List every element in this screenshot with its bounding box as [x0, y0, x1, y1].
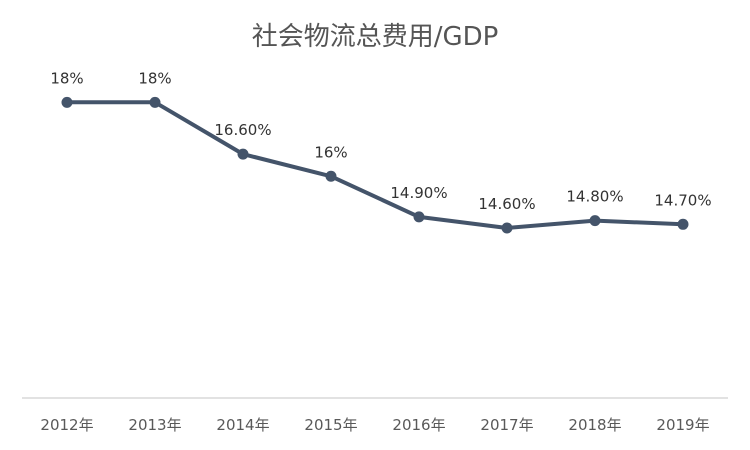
data-label: 16.60%: [214, 121, 271, 139]
data-point: [413, 211, 425, 223]
data-label: 14.60%: [478, 195, 535, 213]
data-label: 14.70%: [654, 191, 711, 209]
chart-title: 社会物流总费用/GDP: [252, 22, 499, 52]
data-label: 16%: [314, 143, 347, 161]
data-point: [589, 215, 601, 227]
x-tick-label: 2014年: [216, 416, 269, 434]
x-tick-label: 2018年: [568, 416, 621, 434]
x-tick-label: 2013年: [128, 416, 181, 434]
data-point: [325, 170, 337, 182]
data-label: 14.80%: [566, 188, 623, 206]
x-tick-label: 2016年: [392, 416, 445, 434]
data-point: [149, 96, 161, 108]
data-point: [677, 218, 689, 230]
series-line: [65, 100, 685, 230]
data-point: [501, 222, 513, 234]
data-labels: 18% 18% 16.60% 16% 14.90% 14.60% 14.80% 14.70%: [50, 69, 711, 213]
x-tick-label: 2015年: [304, 416, 357, 434]
x-tick-labels: 2012年 2013年 2014年 2015年 2016年 2017年 2018年 2019年: [40, 416, 709, 434]
x-tick-label: 2019年: [656, 416, 709, 434]
data-label: 18%: [50, 69, 83, 87]
series-layer: [61, 96, 689, 234]
x-tick-label: 2017年: [480, 416, 533, 434]
data-label: 14.90%: [390, 184, 447, 202]
data-point: [237, 148, 249, 160]
x-tick-label: 2012年: [40, 416, 93, 434]
data-point: [61, 96, 73, 108]
data-label: 18%: [138, 69, 171, 87]
